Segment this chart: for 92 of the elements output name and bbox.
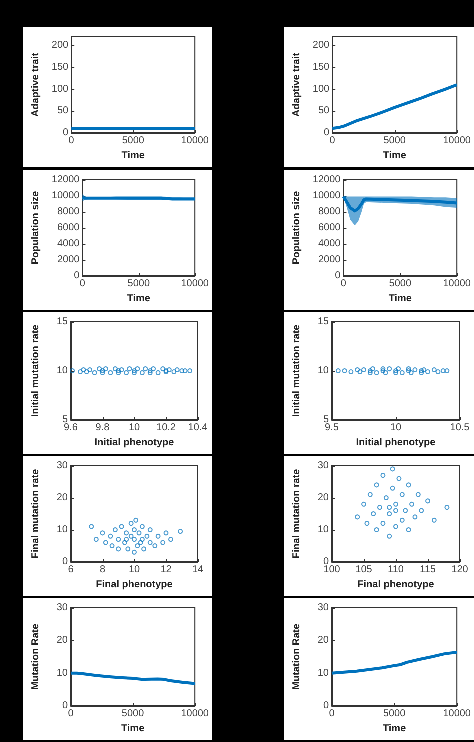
y-tick-label: 50 xyxy=(318,106,330,117)
x-axis-title: Final phenotype xyxy=(96,579,174,590)
x-tick-label: 10 xyxy=(128,422,140,434)
x-tick-label: 10.2 xyxy=(156,422,176,434)
x-tick-label: 9.6 xyxy=(64,422,78,434)
x-axis-title: Time xyxy=(383,150,407,162)
y-tick-label: 12000 xyxy=(312,174,342,186)
y-tick-label: 0 xyxy=(62,700,68,712)
y-tick-label: 0 xyxy=(324,128,330,138)
y-tick-label: 100 xyxy=(52,84,70,95)
y-tick-label: 0 xyxy=(74,270,80,282)
y-tick-label: 8000 xyxy=(57,206,80,218)
x-tick-label: 10000 xyxy=(443,278,472,290)
x-axis-title: Time xyxy=(122,150,146,162)
x-tick-label: 10000 xyxy=(443,708,472,720)
y-axis-title: Mutation Rate xyxy=(292,624,302,690)
x-axis-title: Final phenotype xyxy=(358,579,435,590)
x-axis-title: Time xyxy=(382,723,407,734)
y-tick-label: 12000 xyxy=(52,174,80,186)
x-tick-label: 10.4 xyxy=(188,422,208,434)
x-tick-label: 8 xyxy=(100,564,106,576)
y-tick-label: 200 xyxy=(312,40,330,52)
y-axis-title: Final mutation rate xyxy=(292,468,302,559)
y-tick-label: 20 xyxy=(56,492,68,504)
x-tick-label: 5000 xyxy=(384,136,406,146)
y-axis-title: Adaptive trait xyxy=(30,52,42,117)
y-tick-label: 10 xyxy=(318,366,330,376)
y-axis-title: Population size xyxy=(292,190,302,265)
x-axis-title: Time xyxy=(127,293,151,304)
y-tick-label: 4000 xyxy=(318,238,342,250)
y-tick-label: 10 xyxy=(56,668,68,679)
y-tick-label: 20 xyxy=(56,635,68,646)
y-tick-label: 150 xyxy=(52,62,70,74)
x-tick-label: 9.8 xyxy=(96,422,110,434)
x-tick-label: 10000 xyxy=(181,708,210,720)
x-tick-label: 10000 xyxy=(181,278,210,290)
x-axis-title: Initial phenotype xyxy=(94,437,175,448)
y-axis-title: Adaptive trait xyxy=(292,52,302,117)
y-tick-label: 200 xyxy=(52,40,70,52)
y-tick-label: 10 xyxy=(56,524,68,536)
y-axis-title: Initial mutation rate xyxy=(30,324,42,418)
y-tick-label: 0 xyxy=(323,700,330,712)
y-tick-label: 0 xyxy=(335,270,342,282)
x-tick-label: 5000 xyxy=(389,278,412,290)
x-tick-label: 5000 xyxy=(122,136,145,146)
y-tick-label: 2000 xyxy=(57,254,80,266)
x-tick-label: 110 xyxy=(388,564,404,576)
x-tick-label: 9.5 xyxy=(325,422,340,434)
x-tick-label: 10 xyxy=(390,422,402,434)
y-tick-label: 30 xyxy=(318,460,330,472)
x-tick-label: 12 xyxy=(160,564,172,576)
y-tick-label: 50 xyxy=(57,106,70,117)
x-tick-label: 10000 xyxy=(181,136,210,146)
x-axis-title: Time xyxy=(121,723,146,734)
y-axis-title: Initial mutation rate xyxy=(292,324,302,418)
y-tick-label: 10 xyxy=(318,668,330,679)
x-tick-label: 5000 xyxy=(128,278,150,290)
x-tick-label: 5000 xyxy=(122,708,145,720)
x-tick-label: 105 xyxy=(356,564,373,576)
y-axis-title: Mutation Rate xyxy=(30,624,42,690)
x-axis-title: Initial phenotype xyxy=(356,437,436,448)
y-tick-label: 8000 xyxy=(318,206,342,218)
x-tick-label: 10 xyxy=(128,564,140,576)
y-tick-label: 10 xyxy=(318,524,330,536)
x-tick-label: 14 xyxy=(192,564,204,576)
y-tick-label: 20 xyxy=(318,635,330,646)
y-tick-label: 15 xyxy=(56,316,68,328)
y-tick-label: 30 xyxy=(318,602,330,614)
y-tick-label: 0 xyxy=(62,556,68,568)
y-tick-label: 0 xyxy=(63,128,70,138)
x-tick-label: 115 xyxy=(420,564,436,576)
y-tick-label: 6000 xyxy=(318,222,342,234)
y-axis-title: Population size xyxy=(30,190,42,265)
y-tick-label: 20 xyxy=(318,492,330,504)
y-tick-label: 30 xyxy=(56,460,68,472)
y-tick-label: 2000 xyxy=(318,254,342,266)
y-tick-label: 10 xyxy=(56,366,68,376)
y-tick-label: 10000 xyxy=(312,190,342,202)
y-axis-title: Final mutation rate xyxy=(30,468,42,559)
x-tick-label: 10000 xyxy=(443,136,472,146)
y-tick-label: 150 xyxy=(312,62,330,74)
x-tick-label: 10.5 xyxy=(450,422,470,434)
y-tick-label: 4000 xyxy=(57,238,80,250)
y-tick-label: 6000 xyxy=(57,222,80,234)
x-tick-label: 6 xyxy=(68,564,74,576)
x-tick-label: 120 xyxy=(452,564,469,576)
x-tick-label: 5000 xyxy=(383,708,406,720)
y-tick-label: 10000 xyxy=(52,190,80,202)
y-tick-label: 100 xyxy=(312,84,330,95)
y-tick-label: 30 xyxy=(56,602,68,614)
x-axis-title: Time xyxy=(388,293,412,304)
y-tick-label: 15 xyxy=(318,316,330,328)
